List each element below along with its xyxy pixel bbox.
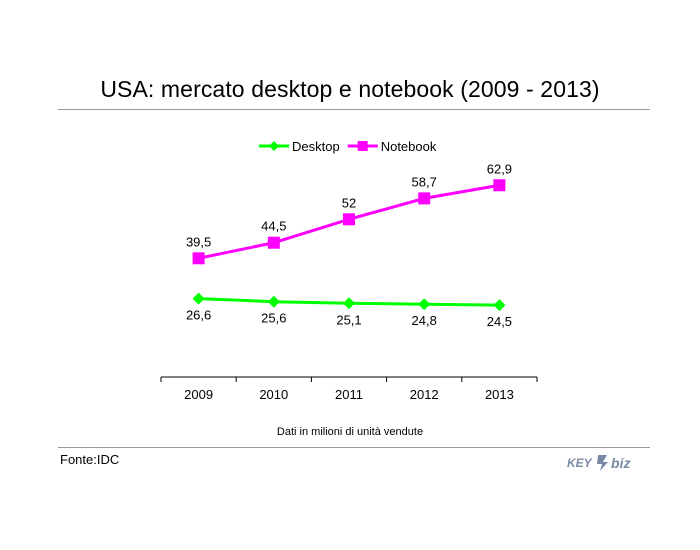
chart-title: USA: mercato desktop e notebook (2009 - … bbox=[100, 76, 600, 102]
logo-bolt-icon bbox=[597, 455, 608, 471]
data-point-desktop bbox=[343, 297, 355, 310]
line-chart: 2009 2010 2011 2012 2013 26,6 25,6 25,1 24,8 24,5… bbox=[160, 139, 538, 402]
chart-footnote: Dati in milioni di unità vendute bbox=[276, 426, 424, 438]
data-point-notebook bbox=[493, 179, 506, 192]
data-label-notebook: 39,5 bbox=[186, 234, 211, 249]
data-point-notebook bbox=[418, 192, 431, 205]
x-tick-label-2011: 2011 bbox=[335, 387, 363, 402]
data-point-notebook bbox=[267, 236, 280, 249]
data-label-desktop: 24,8 bbox=[412, 313, 437, 328]
key4biz-logo: KEY biz bbox=[567, 455, 630, 471]
data-label-notebook: 62,9 bbox=[487, 161, 512, 176]
footer-divider bbox=[58, 447, 650, 448]
data-label-desktop: 24,5 bbox=[487, 314, 512, 329]
data-point-notebook bbox=[192, 252, 205, 265]
legend-marker-desktop bbox=[269, 141, 279, 151]
legend-label-notebook: Notebook bbox=[381, 139, 437, 154]
data-label-desktop: 26,6 bbox=[186, 308, 211, 323]
title-divider bbox=[58, 109, 650, 110]
data-label-notebook: 44,5 bbox=[261, 219, 286, 234]
logo-text-right: biz bbox=[611, 455, 630, 471]
legend-marker-notebook bbox=[357, 141, 368, 151]
data-point-desktop bbox=[192, 292, 205, 305]
data-point-desktop bbox=[493, 299, 506, 312]
x-tick-label-2013: 2013 bbox=[485, 387, 514, 402]
data-label-notebook: 52 bbox=[342, 195, 356, 210]
legend-label-desktop: Desktop bbox=[292, 139, 340, 154]
data-label-desktop: 25,1 bbox=[336, 312, 361, 327]
data-point-desktop bbox=[418, 298, 431, 311]
data-point-desktop bbox=[267, 295, 280, 308]
data-label-desktop: 25,6 bbox=[261, 311, 286, 326]
source-label: Fonte:IDC bbox=[60, 452, 120, 467]
x-tick-label-2012: 2012 bbox=[410, 387, 439, 402]
data-label-notebook: 58,7 bbox=[412, 174, 437, 189]
x-tick-label-2010: 2010 bbox=[259, 387, 288, 402]
x-tick-label-2009: 2009 bbox=[184, 387, 213, 402]
logo-text-left: KEY bbox=[567, 456, 593, 470]
data-point-notebook bbox=[343, 213, 355, 226]
